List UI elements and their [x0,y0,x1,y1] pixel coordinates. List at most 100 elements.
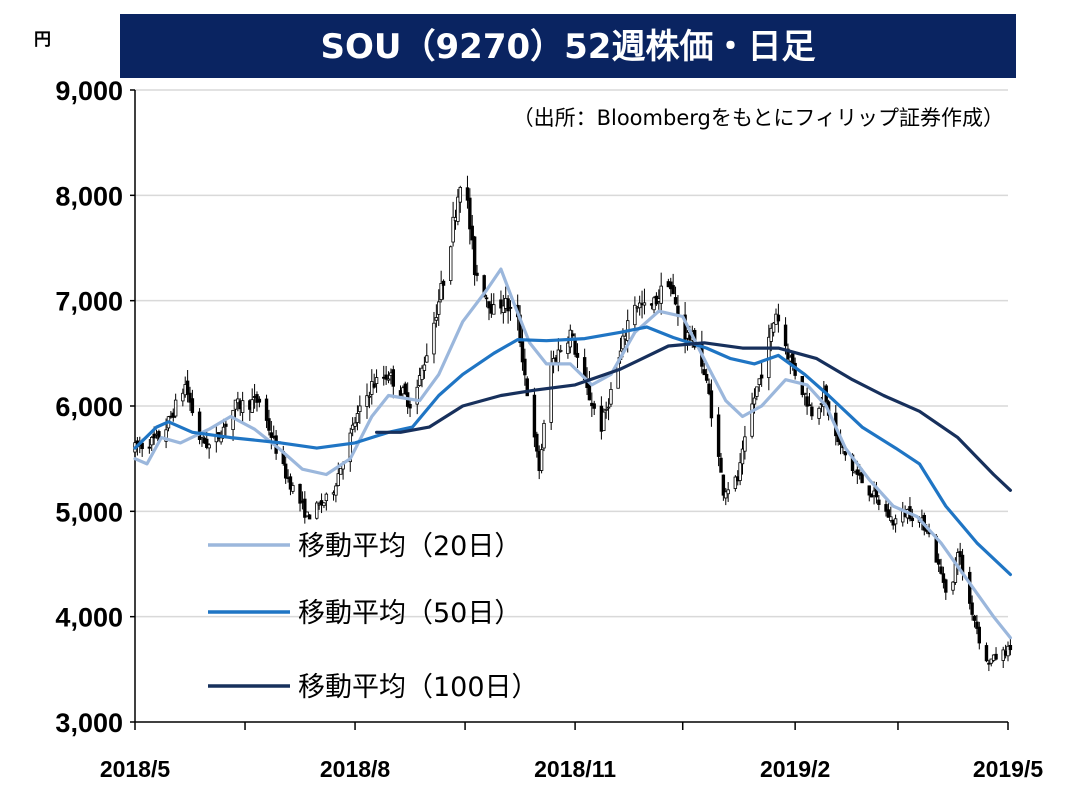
candle-body [843,451,848,456]
candle-body [458,186,462,203]
candle-body [769,327,773,342]
candle-body [757,378,761,385]
candle-body [298,483,302,504]
candle-body [771,322,776,333]
x-tick-label: 2018/5 [100,756,171,782]
x-tick-label: 2018/8 [320,756,391,782]
candle-body [733,476,738,489]
candle-body [475,272,479,276]
candle-body [255,394,259,403]
candle-body [355,413,360,423]
candle-body [415,386,419,405]
candle-body [434,317,439,321]
candle-body [877,499,881,505]
candle-body [604,408,608,411]
candle-body [889,516,893,521]
candle-body [1008,645,1013,651]
candle-body [805,396,809,407]
candle-body [437,301,441,315]
candle-body [972,615,977,621]
candle-body [468,197,472,230]
candle-body [716,414,721,457]
candle-body [606,406,611,409]
candle-body [219,437,223,443]
candle-body [523,358,527,376]
legend: 移動平均（20日） 移動平均（50日） 移動平均（100日） [208,531,539,703]
candle-body [484,297,489,300]
candle-body [269,432,274,438]
candle-body [338,467,343,475]
candle-body [709,390,714,419]
candle-body [152,433,156,439]
candle-body [539,449,544,471]
candle-body [417,375,422,386]
candle-body [817,407,821,419]
candle-body [989,658,993,664]
candle-body [810,406,814,417]
candle-body [164,429,168,442]
candle-body [738,462,742,481]
candle-body [704,373,709,381]
candle-body [566,342,570,354]
candle-body [465,187,470,201]
y-tick-label: 8,000 [55,181,123,211]
candle-body [893,518,898,525]
candle-body [941,573,946,583]
candle-body [470,225,474,241]
candle-body [707,383,711,394]
candle-body [556,349,561,363]
candle-body [721,474,726,496]
title-background [120,14,1016,78]
legend-label: 移動平均（100日） [298,672,539,703]
candle-body [240,400,245,413]
candle-body [532,394,537,438]
candle-body [499,299,503,309]
candle-body [977,626,981,644]
candle-body [367,395,372,398]
candle-body [994,653,998,660]
candle-body [403,383,407,395]
y-tick-labels: 3,000 4,000 5,000 6,000 7,000 8,000 9,000 [55,76,135,738]
y-tick-label: 5,000 [55,497,123,527]
candle-body [975,621,979,629]
candle-body [951,581,955,591]
candle-body [970,602,974,615]
candle-body [336,473,341,486]
candle-body [185,380,190,395]
candle-body [439,283,443,301]
x-tick-label: 2019/5 [973,756,1044,782]
candle-body [987,662,991,665]
candle-body [472,236,477,276]
candle-body [150,436,154,446]
candle-body [386,378,391,381]
candle-body [573,338,577,355]
candle-body [525,378,529,397]
y-tick-label: 7,000 [55,287,123,317]
candle-body [408,403,412,409]
candle-body [535,433,539,452]
candle-body [307,514,312,520]
candle-body [542,423,546,449]
candle-body [671,285,675,295]
candle-body [441,280,446,286]
candle-body [370,381,374,395]
candle-body [492,304,496,315]
candle-body [283,463,288,479]
candle-body [449,246,453,281]
candle-body [609,389,613,405]
candle-body [549,362,553,423]
candle-body [592,403,596,409]
x-tick-labels: 2018/5 2018/8 2018/11 2019/2 2019/5 [100,722,1044,782]
candle-body [968,571,972,604]
candle-body [353,422,357,427]
candle-body [570,333,575,337]
candle-body [432,322,436,355]
y-tick-label: 6,000 [55,392,123,422]
x-tick-label: 2019/2 [760,756,830,782]
candle-body [520,338,525,363]
candle-body [936,559,941,565]
candle-body [602,411,606,432]
candle-body [984,645,989,662]
candle-body [702,369,706,376]
candle-body [783,324,788,347]
